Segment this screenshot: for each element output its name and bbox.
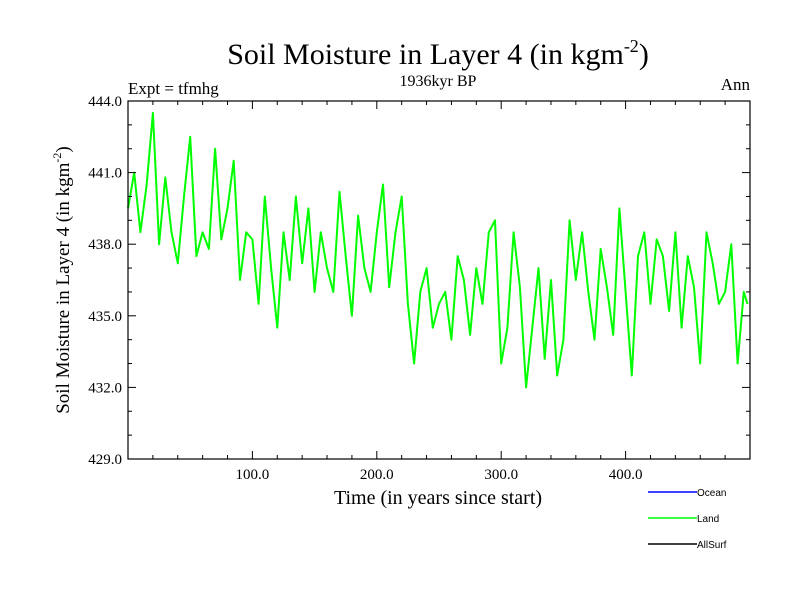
y-tick-label: 432.0	[88, 380, 122, 396]
y-label-superscript: -2	[50, 153, 64, 163]
y-tick-label: 441.0	[88, 166, 122, 182]
x-tick-label: 300.0	[484, 467, 518, 483]
title-main: Soil Moisture in Layer 4 (in kgm	[227, 38, 624, 71]
legend-label-ocean: Ocean	[697, 488, 726, 499]
y-label-close: )	[53, 146, 74, 152]
title-superscript: -2	[624, 36, 639, 56]
chart-subtitle: 1936kyr BP	[400, 73, 477, 90]
experiment-label: Expt = tfmhg	[128, 79, 219, 98]
y-tick-label: 438.0	[88, 237, 122, 253]
y-axis-label: Soil Moisture in Layer 4 (in kgm-2)	[50, 146, 74, 414]
series-line-land	[127, 111, 749, 389]
chart-title: Soil Moisture in Layer 4 (in kgm-2)	[227, 36, 649, 71]
y-tick-label: 435.0	[88, 309, 122, 325]
plot-layer: 100.0 200.0 300.0 400.0 429.0 432.0 435.0 438.0…	[88, 94, 751, 483]
x-tick-label: 100.0	[236, 467, 270, 483]
y-tick-label: 444.0	[88, 94, 122, 110]
legend-label-land: Land	[697, 514, 719, 525]
title-close: )	[639, 38, 649, 71]
x-tick-label: 200.0	[360, 467, 394, 483]
plot-frame	[127, 100, 751, 460]
y-label-main: Soil Moisture in Layer 4 (in kgm	[53, 162, 74, 413]
x-axis-label: Time (in years since start)	[334, 487, 542, 509]
legend: Ocean Land AllSurf	[648, 488, 727, 551]
y-tick-label: 429.0	[88, 452, 122, 468]
season-label: Ann	[721, 75, 751, 94]
legend-label-allsurf: AllSurf	[697, 540, 727, 551]
x-tick-label: 400.0	[609, 467, 643, 483]
